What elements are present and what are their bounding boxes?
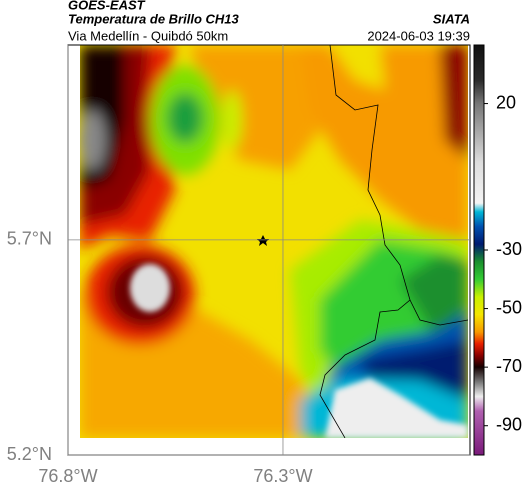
- colorbar-tick-label: 20: [496, 92, 516, 112]
- region: Via Medellín - Quibdó 50km: [68, 28, 228, 43]
- title: GOES-EAST: [68, 0, 146, 12]
- subtitle: Temperatura de Brillo CH13: [68, 11, 240, 26]
- temperature-field: [80, 45, 468, 438]
- y-tick-label: 5.2°N: [7, 444, 52, 464]
- x-tick-label: 76.3°W: [253, 466, 312, 486]
- x-tick-label: 76.8°W: [38, 466, 97, 486]
- colorbar-tick-label: -90: [496, 414, 522, 434]
- location-marker: [257, 235, 269, 246]
- source: SIATA: [433, 11, 470, 26]
- colorbar: [473, 44, 485, 456]
- y-tick-label: 5.7°N: [7, 229, 52, 249]
- colorbar-tick-label: -70: [496, 356, 522, 376]
- colorbar-tick-label: -50: [496, 297, 522, 317]
- timestamp: 2024-06-03 19:39: [367, 28, 470, 43]
- colorbar-tick-label: -30: [496, 239, 522, 259]
